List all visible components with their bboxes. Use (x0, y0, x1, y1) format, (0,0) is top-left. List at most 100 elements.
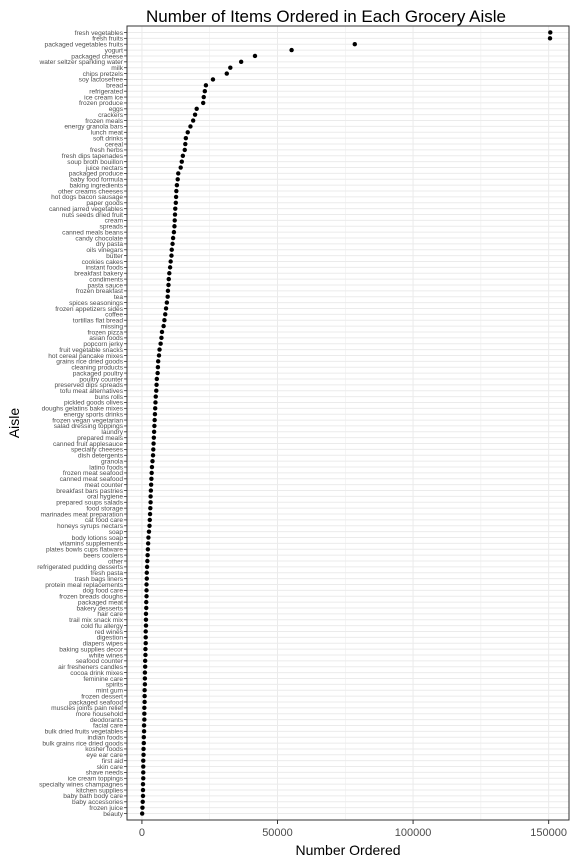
data-point (143, 635, 148, 640)
y-tick-label: cleaning products (71, 365, 123, 372)
data-point (152, 411, 158, 417)
data-point (175, 177, 180, 182)
x-tick-label: 50000 (262, 827, 293, 839)
y-tick-label: baking supplies decor (59, 646, 124, 653)
y-tick-label: butter (106, 253, 124, 260)
y-tick-label: packaged poultry (73, 370, 124, 377)
y-tick-label: canned meat seafood (60, 476, 124, 483)
y-tick-label: air fresheners candles (58, 664, 124, 671)
y-tick-label: muscles joints pain relief (51, 705, 123, 712)
y-tick-label: cat food care (85, 517, 123, 524)
data-point (141, 729, 147, 734)
data-point (141, 734, 147, 740)
y-tick-label: doughs gelatins bake mixes (42, 406, 124, 413)
x-tick-label: 100000 (395, 827, 432, 839)
y-tick-label: mint gum (96, 688, 124, 695)
data-point (153, 406, 158, 411)
data-point (210, 77, 216, 82)
plot-panel (127, 26, 569, 820)
y-tick-label: frozen appetizers sides (55, 306, 124, 313)
data-point (141, 746, 146, 752)
y-tick-label: red wines (95, 629, 124, 636)
data-point (151, 447, 156, 452)
data-point (171, 229, 177, 235)
y-tick-label: trash bags liners (75, 576, 124, 583)
y-tick-label: bulk grains rice dried goods (42, 740, 123, 747)
data-point (173, 194, 179, 200)
y-tick-label: fresh fruits (92, 36, 123, 43)
y-tick-label: asian foods (89, 335, 123, 342)
y-tick-label: candy chocolate (75, 235, 123, 242)
data-point (148, 500, 153, 505)
y-tick-label: condiments (89, 276, 123, 283)
y-tick-label: specialty cheeses (71, 447, 124, 454)
y-tick-label: frozen breakfast (76, 288, 123, 295)
y-tick-label: canned jarred vegetables (49, 206, 124, 213)
x-axis-title: Number Ordered (295, 842, 400, 858)
data-point (151, 441, 156, 446)
data-point (142, 693, 147, 699)
y-tick-label: beauty (103, 811, 124, 818)
data-point (148, 505, 153, 511)
y-tick-label: oral hygiene (87, 494, 123, 501)
data-point (190, 118, 196, 123)
data-point (169, 247, 174, 252)
y-tick-label: shave needs (86, 770, 124, 777)
data-point (152, 417, 157, 423)
data-point (165, 294, 170, 299)
data-point (170, 241, 175, 247)
x-axis-ticks: 0 50000 100000 150000 (139, 820, 567, 839)
y-tick-label: salad dressing toppings (54, 423, 124, 430)
data-point (164, 300, 170, 305)
data-point (151, 429, 157, 435)
data-point (141, 770, 146, 775)
y-tick-label: eggs (109, 106, 124, 113)
data-point (146, 535, 151, 540)
data-point (144, 570, 149, 575)
data-point (143, 629, 148, 634)
data-point (167, 265, 173, 270)
y-tick-label: frozen produce (79, 100, 123, 107)
y-tick-label: packaged seafood (69, 699, 123, 706)
y-tick-label: prepared meals (77, 435, 124, 442)
data-point (179, 159, 184, 164)
y-tick-label: prepared soups salads (56, 500, 123, 507)
y-tick-label: body lotions soap (72, 535, 124, 542)
data-point (145, 558, 150, 564)
data-point (142, 676, 148, 681)
data-point (170, 235, 176, 241)
data-point (144, 576, 149, 581)
y-tick-label: fresh vegetables (75, 30, 124, 37)
y-tick-label: bulk dried fruits vegetables (45, 729, 124, 736)
y-tick-label: fruit vegetable snacks (59, 347, 123, 354)
data-point (188, 124, 193, 129)
data-point (140, 781, 146, 787)
y-tick-label: other creams cheeses (58, 188, 124, 195)
data-point (352, 42, 357, 47)
data-point (169, 253, 174, 258)
y-tick-label: refrigerated (89, 88, 123, 95)
data-point (185, 130, 190, 135)
data-point (194, 106, 199, 112)
y-tick-label: nuts seeds dried fruit (62, 212, 123, 219)
y-tick-label: baking ingredients (69, 182, 123, 189)
y-tick-label: pickled goods olives (64, 400, 124, 407)
data-point (154, 388, 159, 393)
y-tick-label: fresh herbs (90, 147, 124, 154)
y-tick-label: kosher foods (85, 746, 123, 753)
y-tick-label: packaged vegetables fruits (45, 42, 124, 49)
data-point (146, 529, 152, 534)
y-tick-label: frozen meals (85, 118, 123, 125)
data-point (148, 482, 154, 487)
y-tick-label: diapers wipes (83, 641, 124, 648)
data-point (148, 494, 153, 499)
y-tick-label: energy sports drinks (64, 411, 124, 418)
data-point (141, 752, 146, 758)
data-point (149, 476, 154, 481)
data-point (142, 699, 147, 705)
y-tick-label: laundry (101, 429, 123, 436)
y-tick-label: lunch meat (91, 130, 123, 137)
y-tick-label: other (108, 558, 124, 565)
data-point (203, 83, 209, 88)
